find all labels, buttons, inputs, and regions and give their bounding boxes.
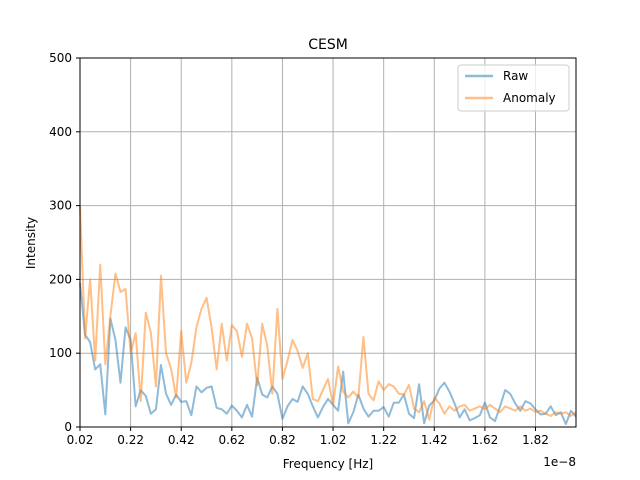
ticks: 0.02 0.22 0.42 0.62 0.82 1.02 1.22 1.42 1.62 1.82… <box>49 51 549 447</box>
x-tick-label: 0.22 <box>117 433 144 447</box>
x-tick-label: 0.62 <box>218 433 245 447</box>
series-line-raw <box>79 282 577 426</box>
x-tick-label: 0.02 <box>67 433 94 447</box>
x-tick-label: 0.42 <box>168 433 195 447</box>
y-tick-label: 200 <box>49 272 72 286</box>
x-tick-label: 1.22 <box>370 433 397 447</box>
plot-frame <box>79 57 577 428</box>
y-tick-label: 500 <box>49 51 72 65</box>
y-tick-label: 100 <box>49 346 72 360</box>
x-tick-label: 1.82 <box>522 433 549 447</box>
x-axis-label: Frequency [Hz] <box>283 457 374 471</box>
legend-anomaly-label: Anomaly <box>503 91 556 105</box>
y-tick-label: 300 <box>49 199 72 213</box>
y-tick-label: 400 <box>49 125 72 139</box>
x-tick-label: 1.02 <box>320 433 347 447</box>
y-axis-label: Intensity <box>24 217 38 269</box>
y-tick-label: 0 <box>64 420 72 434</box>
series-layer <box>79 205 577 426</box>
legend-raw-label: Raw <box>503 69 528 83</box>
x-tick-label: 1.42 <box>421 433 448 447</box>
chart-title: CESM <box>308 37 348 53</box>
x-tick-label: 1.62 <box>472 433 499 447</box>
legend: Raw Anomaly <box>457 64 570 112</box>
x-tick-label: 0.82 <box>269 433 296 447</box>
x-offset-label: 1e−8 <box>543 455 576 469</box>
series-line-anomaly <box>79 205 577 421</box>
